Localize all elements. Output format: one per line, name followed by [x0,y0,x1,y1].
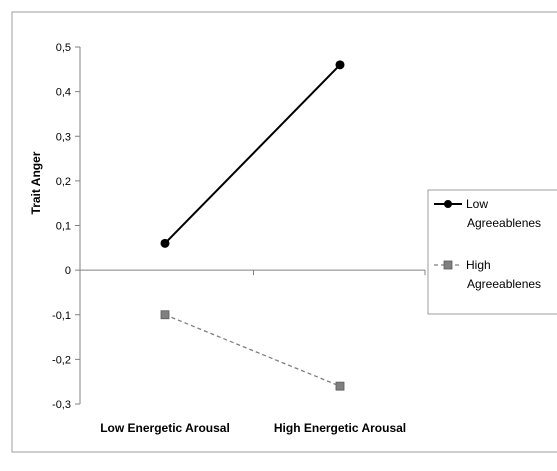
series-1 [160,60,345,248]
y-tick-label: 0,4 [56,87,71,99]
series-line [164,314,341,387]
series-group [160,60,345,391]
legend-box [427,189,557,315]
legend-marker [443,260,453,270]
legend-entry-1: Low Agreeablenes [434,197,541,230]
series-line [164,64,341,245]
y-tick-label: 0 [65,265,71,277]
legend-label: Low [466,197,488,211]
y-tick-label: 0,5 [56,42,71,54]
legend-label: High [466,258,491,272]
data-point [160,310,170,320]
legend-marker [444,200,452,208]
y-axis: 0,5 0,4 0,3 0,2 0,1 0 -0,1 -0,2 -0,3 [52,42,81,411]
y-tick-label: 0,2 [56,176,71,188]
legend-entry-2: High Agreeablenes [434,258,541,291]
x-category-label: High Energetic Arousal [274,421,406,435]
legend: Low Agreeablenes High Agreeablenes [427,189,557,315]
y-tick-label: -0,1 [52,310,71,322]
series-2 [160,310,345,391]
legend-label: Agreeablenes [467,277,541,291]
x-axis: Low Energetic Arousal High Energetic Arou… [79,269,426,435]
x-category-label: Low Energetic Arousal [100,421,230,435]
data-point [335,60,345,70]
y-axis-title: Trait Anger [29,151,43,214]
y-tick-label: -0,3 [52,399,71,411]
y-tick-label: 0,3 [56,131,71,143]
y-tick-label: 0,1 [56,221,71,233]
data-point [160,238,170,248]
data-point [335,381,345,391]
y-tick-label: -0,2 [52,354,71,366]
legend-label: Agreeablenes [467,216,541,230]
